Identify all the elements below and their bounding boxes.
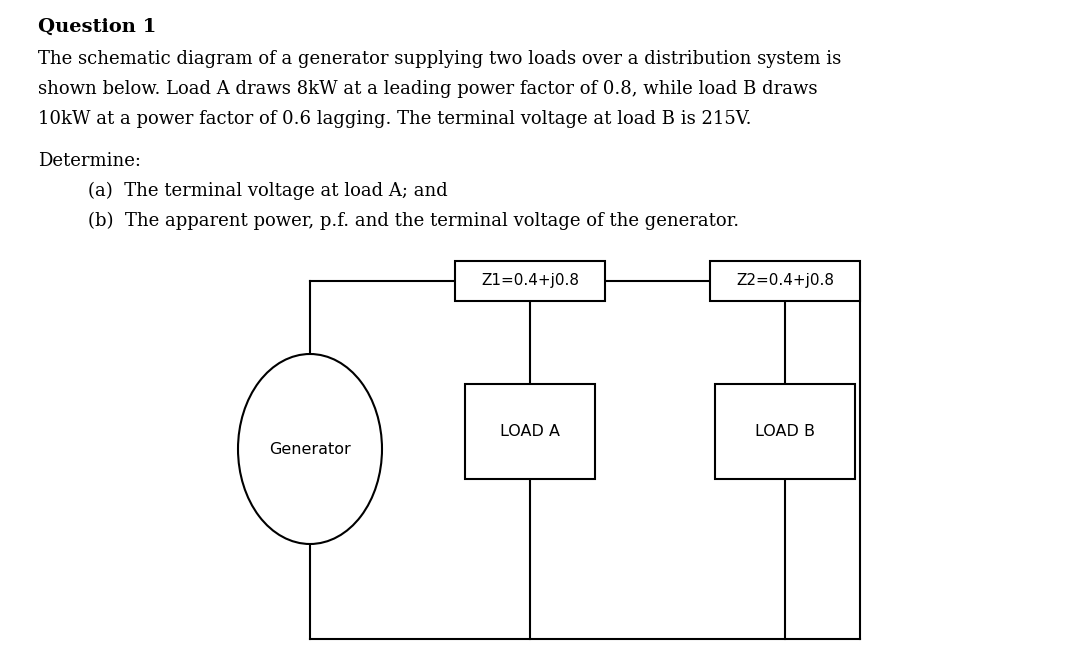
Text: shown below. Load A draws 8kW at a leading power factor of 0.8, while load B dra: shown below. Load A draws 8kW at a leadi… [38,80,818,98]
Text: The schematic diagram of a generator supplying two loads over a distribution sys: The schematic diagram of a generator sup… [38,50,841,68]
Ellipse shape [238,354,382,544]
Bar [465,384,596,479]
Text: LOAD A: LOAD A [500,424,560,439]
Text: 10kW at a power factor of 0.6 lagging. The terminal voltage at load B is 215V.: 10kW at a power factor of 0.6 lagging. T… [38,110,751,128]
Bar [710,261,859,301]
Text: LOAD B: LOAD B [755,424,815,439]
Text: Generator: Generator [269,442,351,457]
Text: Question 1: Question 1 [38,18,157,36]
Text: (a)  The terminal voltage at load A; and: (a) The terminal voltage at load A; and [88,182,447,200]
Text: (b)  The apparent power, p.f. and the terminal voltage of the generator.: (b) The apparent power, p.f. and the ter… [88,212,739,230]
Bar [455,261,605,301]
Text: Z2=0.4+j0.8: Z2=0.4+j0.8 [736,273,834,289]
Text: Determine:: Determine: [38,152,141,170]
Text: Z1=0.4+j0.8: Z1=0.4+j0.8 [481,273,579,289]
Bar [715,384,855,479]
